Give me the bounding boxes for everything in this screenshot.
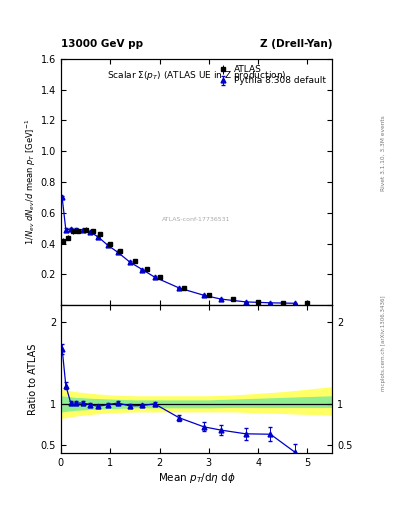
- Text: 13000 GeV pp: 13000 GeV pp: [61, 39, 143, 49]
- Legend: ATLAS, Pythia 8.308 default: ATLAS, Pythia 8.308 default: [215, 63, 328, 87]
- Text: ATLAS-conf-17736531: ATLAS-conf-17736531: [162, 217, 231, 222]
- Text: Rivet 3.1.10, 3.3M events: Rivet 3.1.10, 3.3M events: [381, 116, 386, 191]
- X-axis label: Mean $p_T$/d$\eta$ d$\phi$: Mean $p_T$/d$\eta$ d$\phi$: [158, 471, 235, 485]
- Text: Z (Drell-Yan): Z (Drell-Yan): [260, 39, 332, 49]
- Text: mcplots.cern.ch [arXiv:1306.3436]: mcplots.cern.ch [arXiv:1306.3436]: [381, 295, 386, 391]
- Y-axis label: $1/N_{ev}$ $dN_{ev}/d$ mean $p_T$ [GeV]$^{-1}$: $1/N_{ev}$ $dN_{ev}/d$ mean $p_T$ [GeV]$…: [24, 119, 38, 245]
- Y-axis label: Ratio to ATLAS: Ratio to ATLAS: [28, 344, 38, 415]
- Text: Scalar $\Sigma(p_T)$ (ATLAS UE in Z production): Scalar $\Sigma(p_T)$ (ATLAS UE in Z prod…: [107, 69, 286, 82]
